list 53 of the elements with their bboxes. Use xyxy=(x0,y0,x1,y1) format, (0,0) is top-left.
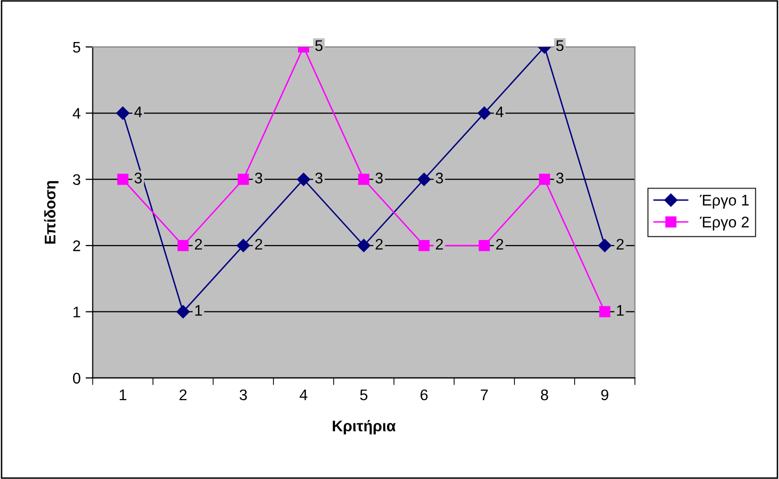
data-label: 2 xyxy=(616,238,624,250)
data-label: 3 xyxy=(436,172,443,184)
point xyxy=(116,106,130,120)
data-label: 5 xyxy=(556,40,564,52)
y-axis-title: Επίδοση xyxy=(44,181,59,244)
point xyxy=(478,106,491,120)
x-tick-label: 7 xyxy=(480,390,488,400)
x-axis-title: Κριτήρια xyxy=(332,420,396,434)
x-tick-label: 9 xyxy=(601,389,608,400)
point xyxy=(176,305,190,318)
y-tick-label: 1 xyxy=(74,306,80,318)
point xyxy=(418,240,430,252)
point xyxy=(296,172,310,186)
point xyxy=(417,172,431,186)
point xyxy=(117,174,128,185)
data-label: 1 xyxy=(195,305,202,316)
point xyxy=(236,238,250,252)
legend-label: Έργο 1 xyxy=(700,194,749,209)
x-tick-label: 8 xyxy=(540,389,548,400)
y-tick-label: 3 xyxy=(72,174,80,186)
x-tick-label: 6 xyxy=(420,389,428,400)
x-tick-label: 3 xyxy=(240,389,247,400)
point xyxy=(357,238,370,252)
legend-label: Έργο 2 xyxy=(700,216,749,230)
data-label: 2 xyxy=(436,238,443,250)
data-label: 1 xyxy=(617,305,624,316)
y-tick-label: 2 xyxy=(73,240,80,252)
x-tick-label: 4 xyxy=(300,390,308,400)
point xyxy=(238,174,249,185)
point xyxy=(598,238,612,252)
y-tick-label: 5 xyxy=(73,42,80,53)
point xyxy=(599,306,610,318)
point xyxy=(538,174,550,185)
data-label: 3 xyxy=(134,172,142,184)
x-tick-label: 1 xyxy=(120,390,126,400)
x-tick-label: 2 xyxy=(180,389,187,400)
data-label: 5 xyxy=(315,40,323,52)
data-label: 2 xyxy=(496,238,504,250)
data-label: 3 xyxy=(556,172,564,184)
x-tick-label: 5 xyxy=(360,390,368,400)
data-label: 3 xyxy=(315,172,322,184)
data-label: 2 xyxy=(194,238,202,250)
data-label: 2 xyxy=(376,238,383,250)
point xyxy=(358,174,370,185)
y-tick-label: 4 xyxy=(72,108,80,119)
data-label: 2 xyxy=(255,238,262,250)
data-label: 4 xyxy=(496,106,504,118)
data-label: 3 xyxy=(255,172,262,184)
point xyxy=(178,240,189,252)
point xyxy=(478,240,490,252)
data-label: 3 xyxy=(375,172,383,184)
data-label: 4 xyxy=(134,106,142,118)
y-tick-label: 0 xyxy=(72,372,80,384)
